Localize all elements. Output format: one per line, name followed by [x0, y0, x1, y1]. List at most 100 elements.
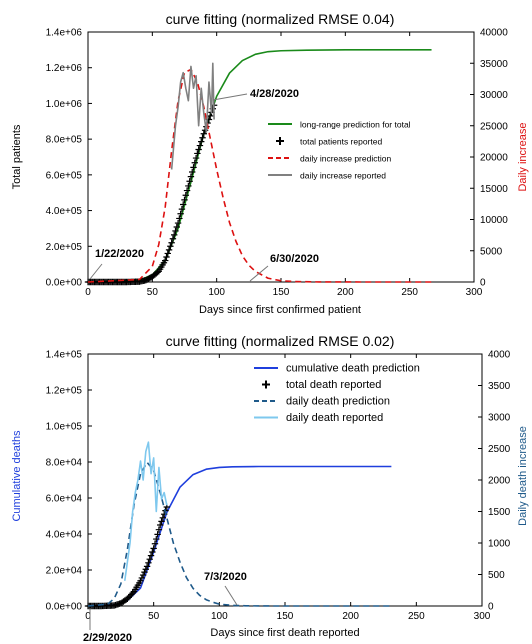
data-point-cross [150, 545, 157, 552]
series-line [87, 461, 392, 607]
data-point-cross [158, 518, 165, 525]
y-right-tick-label: 30000 [480, 90, 508, 101]
y-right-tick-label: 10000 [480, 215, 508, 226]
y-right-tick-label: 40000 [480, 28, 508, 39]
data-point-cross [190, 164, 197, 171]
x-tick-label: 0 [85, 287, 91, 298]
x-tick-label: 0 [85, 611, 91, 622]
y-right-tick-label: 1000 [488, 539, 511, 550]
data-point-cross [149, 548, 156, 556]
y-right-tick-label: 2000 [488, 476, 511, 487]
series-line [123, 441, 168, 581]
annotation-leader [249, 265, 269, 282]
data-point-cross [153, 535, 160, 543]
y-left-tick-label: 1.0e+06 [46, 99, 83, 110]
legend-label: daily death prediction [286, 396, 390, 408]
y-left-tick-label: 6.0e+04 [46, 494, 83, 505]
y-right-tick-label: 20000 [480, 153, 508, 164]
y-right-tick-label: 0 [488, 602, 494, 613]
legend: long-range prediction for total total pat… [268, 120, 411, 181]
y-right-tick-label: 4000 [488, 350, 511, 361]
y-left-tick-label: 8.0e+04 [46, 458, 83, 469]
data-point-cross [176, 215, 183, 222]
x-tick-label: 250 [401, 287, 418, 298]
data-point-cross [163, 253, 170, 261]
annotation-label: 1/22/2020 [95, 248, 144, 260]
series-line [170, 62, 215, 170]
data-point-cross [129, 589, 136, 597]
y-axis-left-label: Total patients [11, 124, 23, 189]
data-point-cross [207, 112, 214, 120]
data-point-cross [139, 571, 147, 579]
x-tick-label: 300 [466, 287, 483, 298]
data-point-cross [165, 246, 173, 254]
annotation-leader [212, 93, 248, 101]
annotation-leader [89, 263, 103, 280]
data-point-cross [167, 243, 174, 250]
data-point-cross [186, 178, 193, 185]
legend-label: daily increase prediction [300, 154, 391, 164]
data-point-cross [155, 526, 163, 533]
y-left-tick-label: 0.0e+00 [46, 602, 83, 613]
x-tick-label: 250 [408, 611, 425, 622]
x-tick-label: 100 [208, 287, 225, 298]
y-axis-right-label: Daily death increase [517, 426, 529, 526]
y-right-tick-label: 1500 [488, 507, 511, 518]
data-point-cross [182, 192, 189, 199]
data-point-cross [187, 173, 195, 180]
data-point-cross [145, 559, 152, 566]
data-point-cross [198, 138, 205, 145]
x-tick-label: 100 [211, 611, 228, 622]
data-point-cross [151, 540, 159, 547]
data-point-cross [195, 146, 202, 153]
data-point-cross [138, 574, 146, 582]
data-point-cross [137, 577, 144, 584]
data-point-cross [199, 134, 206, 141]
chart-title: curve fitting (normalized RMSE 0.02) [166, 333, 395, 349]
chart-panel-confirmed: curve fitting (normalized RMSE 0.04) Day… [11, 11, 529, 316]
data-point-cross [141, 568, 148, 576]
legend-label: daily death reported [286, 412, 383, 424]
data-point-cross [183, 187, 191, 194]
y-right-tick-label: 500 [488, 570, 505, 581]
data-point-cross [169, 235, 177, 242]
x-axis-label: Days since first death reported [210, 627, 359, 639]
data-point-cross [196, 142, 204, 149]
data-point-cross [172, 227, 179, 235]
y-axis-left-label: Cumulative deaths [11, 430, 23, 522]
y-right-tick-label: 0 [480, 278, 486, 289]
data-point-cross [194, 150, 201, 157]
data-point-cross [174, 219, 182, 227]
y-left-tick-label: 1.4e+06 [46, 28, 83, 39]
legend-label: daily increase reported [300, 171, 386, 181]
chart-panel-deaths: curve fitting (normalized RMSE 0.02) Day… [11, 333, 529, 644]
data-point-cross [191, 159, 198, 166]
x-tick-label: 150 [277, 611, 294, 622]
y-left-tick-label: 2.0e+04 [46, 566, 83, 577]
annotation-label: 7/3/2020 [204, 571, 247, 583]
legend-marker [276, 137, 284, 145]
data-point-cross [173, 223, 180, 231]
data-point-cross [171, 231, 178, 239]
y-right-tick-label: 15000 [480, 184, 508, 195]
data-point-cross [147, 552, 155, 559]
y-left-tick-label: 1.0e+05 [46, 422, 83, 433]
y-left-tick-label: 1.2e+06 [46, 63, 83, 74]
chart-title: curve fitting (normalized RMSE 0.04) [166, 11, 395, 27]
x-tick-label: 50 [148, 611, 160, 622]
legend-label: long-range prediction for total [300, 120, 411, 130]
y-left-tick-label: 2.0e+05 [46, 242, 83, 253]
y-left-tick-label: 1.2e+05 [46, 386, 83, 397]
y-left-tick-label: 0.0e+00 [46, 278, 83, 289]
data-point-cross [192, 154, 200, 162]
y-left-tick-label: 1.4e+05 [46, 350, 83, 361]
x-tick-label: 50 [147, 287, 159, 298]
series-line [87, 68, 432, 283]
data-point-cross [143, 563, 151, 570]
x-tick-label: 200 [337, 287, 354, 298]
data-point-cross [180, 201, 187, 208]
x-tick-label: 300 [474, 611, 491, 622]
legend-marker [262, 380, 270, 389]
legend-label: cumulative death prediction [286, 363, 420, 375]
